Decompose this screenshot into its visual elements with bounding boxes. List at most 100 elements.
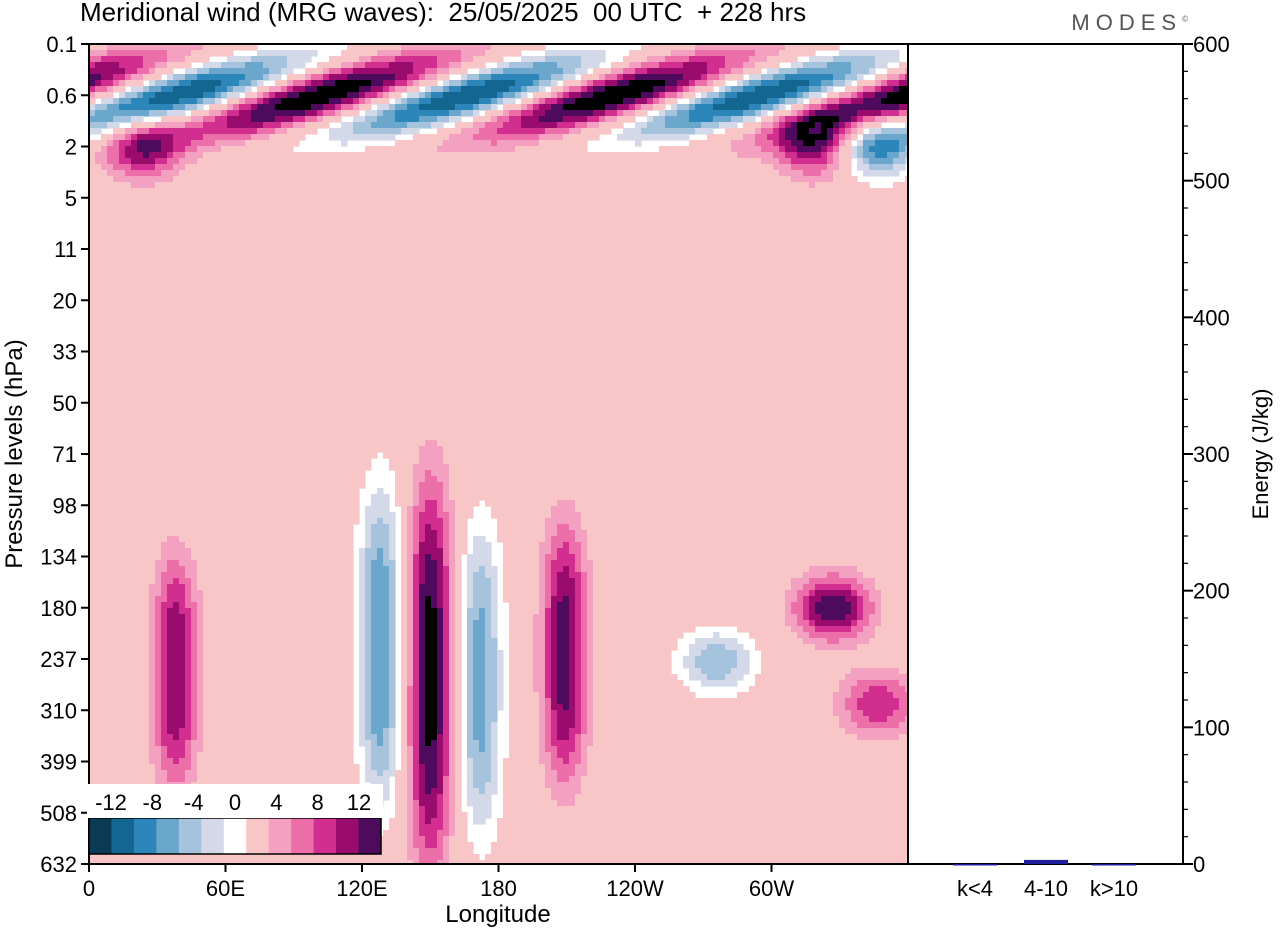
heatmap-cell [281,164,288,171]
heatmap-cell [215,206,222,213]
heatmap-cell [365,206,372,213]
heatmap-cell [251,104,258,111]
heatmap-cell [413,98,420,105]
heatmap-cell [209,74,216,81]
heatmap-cell [461,86,468,93]
heatmap-cell [665,62,672,69]
heatmap-cell [827,92,834,99]
heatmap-cell [293,74,300,81]
heatmap-cell [419,254,426,261]
heatmap-cell [431,92,438,99]
heatmap-cell [161,92,168,99]
heatmap-cell [131,254,138,261]
heatmap-cell [233,62,240,69]
heatmap-cell [779,80,786,87]
heatmap-cell [833,122,840,129]
heatmap-cell [95,104,102,111]
heatmap-cell [89,272,96,279]
heatmap-cell [107,116,114,123]
heatmap-cell [203,152,210,159]
heatmap-cell [107,140,114,147]
heatmap-cell [755,86,762,93]
heatmap-cell [659,176,666,183]
heatmap-cell [221,152,228,159]
heatmap-cell [269,230,276,237]
heatmap-cell [269,176,276,183]
heatmap-cell [335,218,342,225]
heatmap-cell [623,194,630,201]
heatmap-cell [521,134,528,141]
heatmap-cell [869,140,876,147]
heatmap-cell [113,152,120,159]
heatmap-cell [485,206,492,213]
heatmap-cell [419,74,426,81]
heatmap-cell [671,134,678,141]
heatmap-cell [485,140,492,147]
heatmap-cell [647,74,654,81]
heatmap-cell [599,254,606,261]
heatmap-cell [551,266,558,273]
heatmap-cell [503,80,510,87]
heatmap-cell [137,260,144,267]
heatmap-cell [899,134,906,141]
heatmap-cell [743,134,750,141]
heatmap-cell [203,140,210,147]
heatmap-cell [647,194,654,201]
heatmap-cell [347,92,354,99]
heatmap-cell [197,92,204,99]
heatmap-cell [101,176,108,183]
heatmap-cell [125,128,132,135]
heatmap-cell [767,236,774,243]
heatmap-cell [767,74,774,81]
heatmap-cell [179,230,186,237]
heatmap-cell [371,170,378,177]
heatmap-cell [599,224,606,231]
heatmap-cell [179,248,186,255]
heatmap-cell [629,74,636,81]
heatmap-cell [653,218,660,225]
heatmap-cell [185,50,192,57]
heatmap-cell [611,80,618,87]
heatmap-cell [245,158,252,165]
heatmap-cell [809,200,816,207]
heatmap-cell [251,110,258,117]
heatmap-cell [353,74,360,81]
heatmap-cell [581,86,588,93]
heatmap-cell [287,116,294,123]
heatmap-cell [191,158,198,165]
heatmap-cell [395,254,402,261]
heatmap-cell [563,110,570,117]
heatmap-cell [515,242,522,249]
heatmap-cell [449,140,456,147]
heatmap-cell [311,260,318,267]
heatmap-cell [257,80,264,87]
heatmap-cell [395,206,402,213]
heatmap-cell [851,74,858,81]
heatmap-cell [881,266,888,273]
heatmap-cell [371,260,378,267]
heatmap-cell [437,164,444,171]
heatmap-cell [131,56,138,63]
heatmap-cell [701,158,708,165]
heatmap-cell [785,98,792,105]
heatmap-cell [905,86,908,93]
heatmap-cell [479,224,486,231]
heatmap-cell [161,86,168,93]
heatmap-cell [509,134,516,141]
heatmap-cell [407,194,414,201]
heatmap-cell [569,266,576,273]
heatmap-cell [413,200,420,207]
heatmap-cell [653,128,660,135]
heatmap-cell [755,188,762,195]
heatmap-cell [743,152,750,159]
heatmap-cell [557,134,564,141]
heatmap-cell [293,80,300,87]
heatmap-cell [383,182,390,189]
heatmap-cell [251,236,258,243]
heatmap-cell [713,44,720,51]
heatmap-cell [389,230,396,237]
heatmap-cell [233,104,240,111]
heatmap-cell [893,170,900,177]
heatmap-cell [395,68,402,75]
heatmap-cell [875,92,882,99]
